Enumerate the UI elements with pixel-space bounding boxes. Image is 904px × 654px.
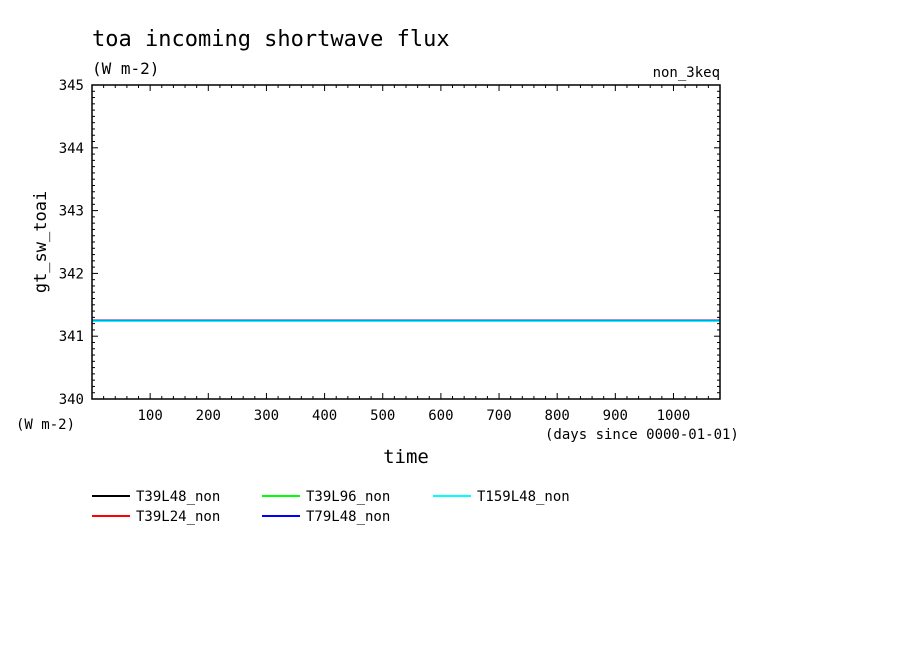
x-tick-label: 700: [486, 408, 511, 424]
y-units-label: (W m-2): [16, 417, 75, 433]
legend: T39L48_non T39L24_non T39L96_non T79L48_non…: [92, 489, 570, 525]
legend-label: T39L96_non: [306, 489, 390, 505]
x-tick-label: 1000: [657, 408, 691, 424]
x-tick-label: 400: [312, 408, 337, 424]
legend-label: T159L48_non: [477, 489, 570, 505]
legend-label: T39L48_non: [136, 489, 220, 505]
y-tick-label: 345: [59, 78, 84, 94]
x-axis-label: time: [383, 446, 429, 468]
y-tick-label: 340: [59, 392, 84, 408]
x-tick-label: 600: [428, 408, 453, 424]
x-tick-label: 300: [254, 408, 279, 424]
y-tick-label: 341: [59, 329, 84, 345]
units-label: (W m-2): [92, 59, 159, 78]
chart-title: toa incoming shortwave flux: [92, 27, 450, 52]
axis-ticks: 100 200 300 400 500 600 700 800 900 1000 340 341 342…: [59, 78, 721, 424]
run-label: non_3keq: [653, 65, 720, 81]
y-tick-label: 342: [59, 266, 84, 282]
x-tick-label: 200: [196, 408, 221, 424]
x-units-label: (days since 0000-01-01): [545, 427, 739, 443]
x-tick-label: 500: [370, 408, 395, 424]
x-tick-label: 800: [545, 408, 570, 424]
plot-area: [92, 319, 720, 322]
x-tick-label: 900: [603, 408, 628, 424]
legend-label: T39L24_non: [136, 509, 220, 525]
y-axis-label: gt_sw_toai: [31, 191, 51, 293]
plot-frame: [91, 84, 721, 400]
x-tick-label: 100: [137, 408, 162, 424]
y-tick-label: 344: [59, 141, 84, 157]
y-tick-label: 343: [59, 204, 84, 220]
legend-label: T79L48_non: [306, 509, 390, 525]
